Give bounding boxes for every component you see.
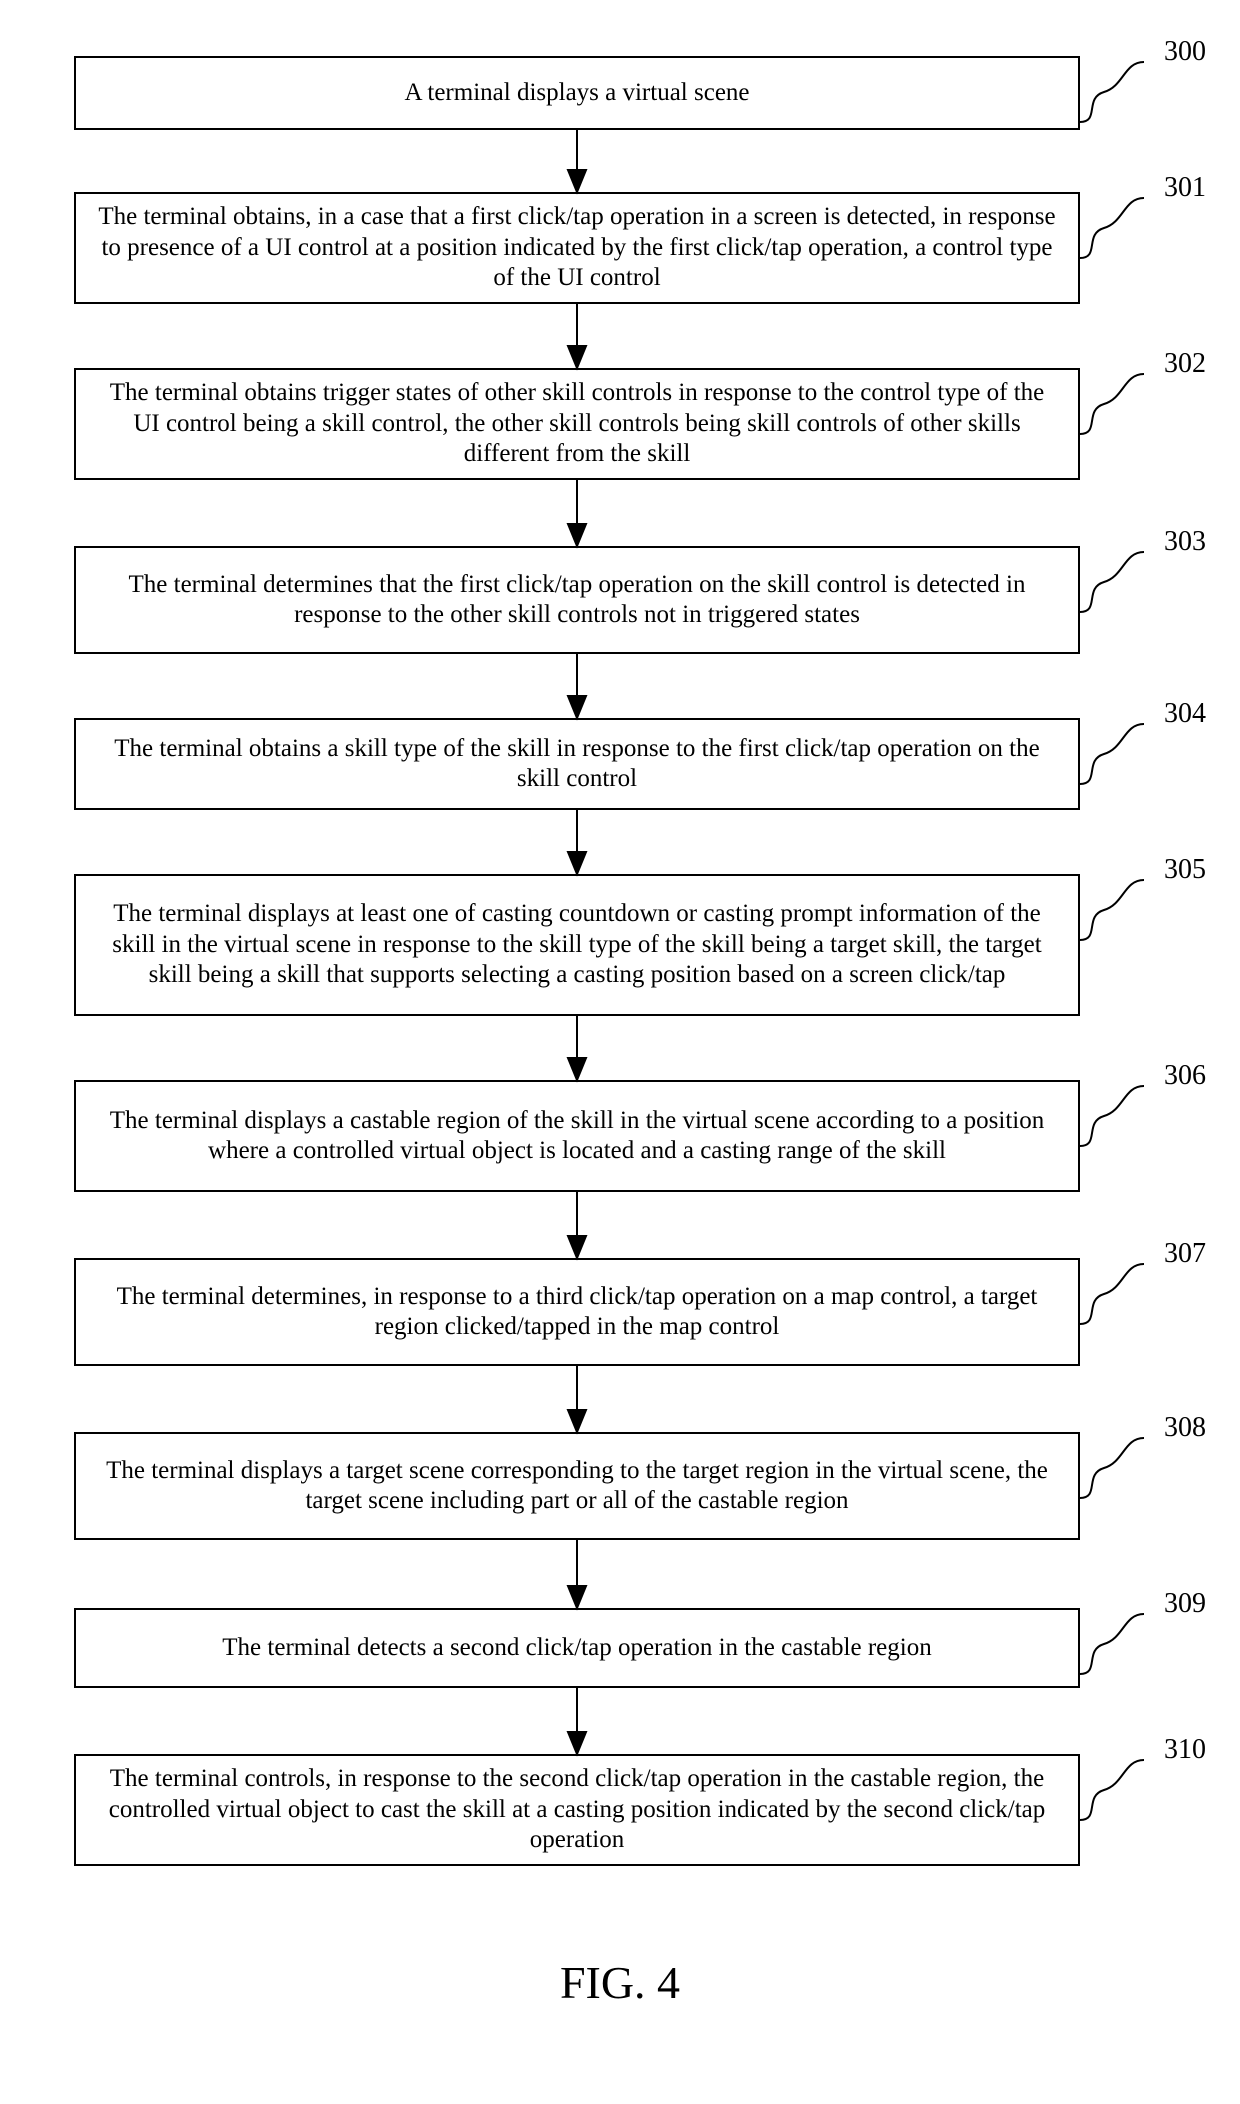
- flow-step-301: The terminal obtains, in a case that a f…: [74, 192, 1080, 304]
- flow-step-text: The terminal determines that the first c…: [94, 570, 1060, 631]
- figure-page: A terminal displays a virtual scene The …: [0, 0, 1240, 2104]
- ref-label-307: 307: [1164, 1240, 1206, 1268]
- flow-step-303: The terminal determines that the first c…: [74, 546, 1080, 654]
- ref-label-305: 305: [1164, 856, 1206, 884]
- figure-caption: FIG. 4: [0, 1960, 1240, 2006]
- ref-label-300: 300: [1164, 38, 1206, 66]
- flow-step-text: The terminal displays a castable region …: [94, 1106, 1060, 1167]
- ref-label-304: 304: [1164, 700, 1206, 728]
- ref-label-309: 309: [1164, 1590, 1206, 1618]
- ref-label-306: 306: [1164, 1062, 1206, 1090]
- flow-step-305: The terminal displays at least one of ca…: [74, 874, 1080, 1016]
- ref-label-301: 301: [1164, 174, 1206, 202]
- flow-step-304: The terminal obtains a skill type of the…: [74, 718, 1080, 810]
- flow-step-302: The terminal obtains trigger states of o…: [74, 368, 1080, 480]
- ref-label-308: 308: [1164, 1414, 1206, 1442]
- flow-step-text: The terminal obtains a skill type of the…: [94, 734, 1060, 795]
- flow-step-text: The terminal detects a second click/tap …: [222, 1633, 931, 1664]
- flow-step-text: The terminal obtains, in a case that a f…: [94, 202, 1060, 294]
- flow-step-text: The terminal obtains trigger states of o…: [94, 378, 1060, 470]
- ref-label-310: 310: [1164, 1736, 1206, 1764]
- ref-label-302: 302: [1164, 350, 1206, 378]
- flow-step-310: The terminal controls, in response to th…: [74, 1754, 1080, 1866]
- flow-step-308: The terminal displays a target scene cor…: [74, 1432, 1080, 1540]
- flow-step-text: The terminal displays at least one of ca…: [94, 899, 1060, 991]
- flow-step-text: The terminal displays a target scene cor…: [94, 1456, 1060, 1517]
- ref-label-303: 303: [1164, 528, 1206, 556]
- flow-step-text: The terminal determines, in response to …: [94, 1282, 1060, 1343]
- flow-step-307: The terminal determines, in response to …: [74, 1258, 1080, 1366]
- flow-step-300: A terminal displays a virtual scene: [74, 56, 1080, 130]
- flow-step-text: A terminal displays a virtual scene: [404, 78, 749, 109]
- flow-step-309: The terminal detects a second click/tap …: [74, 1608, 1080, 1688]
- flow-step-text: The terminal controls, in response to th…: [94, 1764, 1060, 1856]
- flow-step-306: The terminal displays a castable region …: [74, 1080, 1080, 1192]
